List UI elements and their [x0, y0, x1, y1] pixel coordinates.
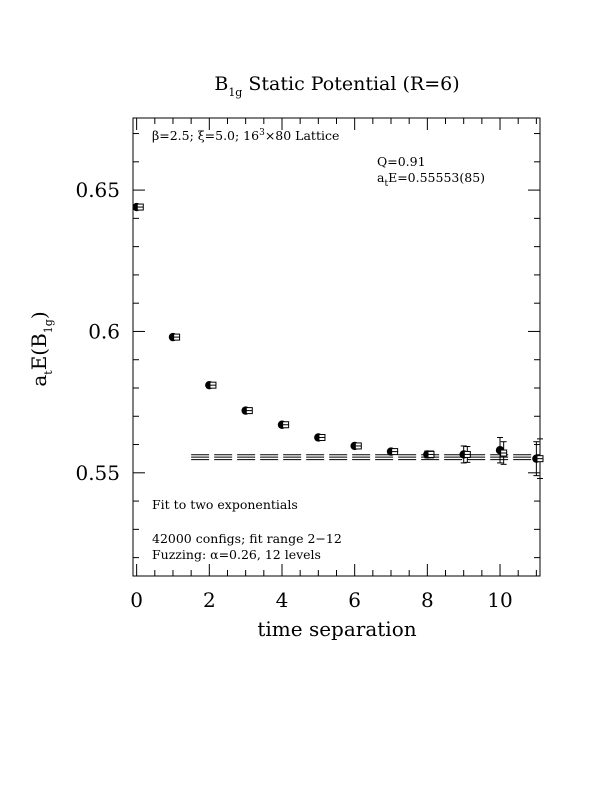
title-sub: 1g: [228, 86, 242, 99]
x-axis-label: time separation: [257, 617, 416, 641]
y-label-mid: E(B: [27, 333, 51, 370]
x-tick-label: 4: [276, 588, 289, 612]
title-main: B: [214, 73, 228, 95]
x-tick-label: 0: [130, 588, 143, 612]
title-rest: Static Potential (R=6): [242, 73, 459, 95]
x-tick-label: 2: [203, 588, 216, 612]
tick-labels: 0 2 4 6 8 10 0.55 0.6 0.65: [75, 178, 512, 612]
x-tick-label: 8: [421, 588, 434, 612]
y-label-sub2: 1g: [42, 319, 55, 333]
fit-description: Fit to two exponentials: [152, 497, 298, 512]
energy-post: E=0.55553(85): [388, 170, 485, 185]
energy-sub: t: [384, 179, 388, 189]
lattice-post: ×80 Lattice: [265, 128, 340, 143]
x-tick-label: 6: [348, 588, 361, 612]
data-points: [132, 202, 544, 479]
y-axis-label: atE(B1g): [27, 311, 55, 386]
axis-ticks: [133, 118, 540, 576]
fit-band: [191, 454, 540, 461]
energy-pre: a: [377, 170, 385, 185]
lattice-annotation: β=2.5; ξ=5.0; 163×80 Lattice: [152, 128, 339, 143]
fuzzing-annotation: Fuzzing: α=0.26, 12 levels: [152, 547, 321, 562]
configs-annotation: 42000 configs; fit range 2−12: [152, 531, 342, 546]
lattice-sup: 3: [259, 128, 265, 138]
chart-title: B1g Static Potential (R=6): [214, 73, 459, 99]
y-label-post: ): [27, 311, 51, 319]
q-annotation: Q=0.91: [377, 154, 426, 169]
energy-annotation: atE=0.55553(85): [377, 170, 485, 189]
y-tick-label: 0.6: [88, 319, 120, 343]
y-tick-label: 0.55: [75, 461, 120, 485]
x-tick-label: 10: [487, 588, 512, 612]
lattice-pre: β=2.5; ξ=5.0; 16: [152, 128, 259, 143]
y-label-sub1: t: [42, 370, 55, 375]
y-label-pre: a: [27, 375, 51, 387]
y-tick-label: 0.65: [75, 178, 120, 202]
